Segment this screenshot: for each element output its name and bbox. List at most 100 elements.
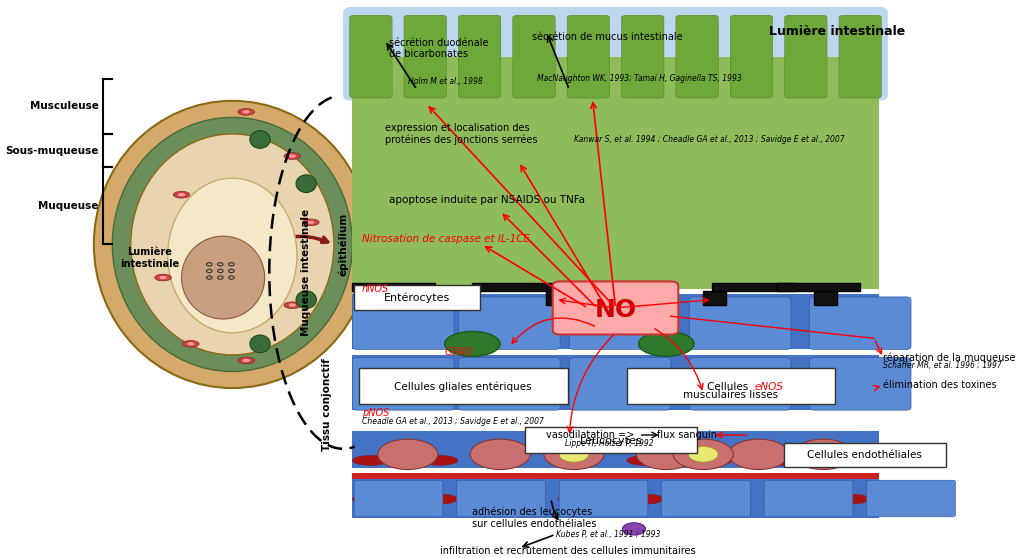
Text: Entérocytes: Entérocytes [384,293,450,303]
FancyBboxPatch shape [689,358,791,410]
Text: eNOS: eNOS [754,382,783,392]
Ellipse shape [289,155,296,158]
FancyBboxPatch shape [783,442,946,467]
Text: musculaires lisses: musculaires lisses [683,389,778,400]
Text: vasodilatation =>: vasodilatation => [546,430,635,440]
FancyBboxPatch shape [359,368,568,403]
Text: Lumière
intestinale: Lumière intestinale [120,247,179,269]
FancyBboxPatch shape [344,7,888,101]
FancyBboxPatch shape [352,473,878,490]
FancyBboxPatch shape [867,480,956,517]
Ellipse shape [296,291,317,309]
Text: Muqueuse intestinale: Muqueuse intestinale [301,209,312,335]
Ellipse shape [352,494,389,504]
FancyBboxPatch shape [352,297,454,349]
FancyBboxPatch shape [352,355,878,410]
Text: infiltration et recrutement des cellules immunitaires: infiltration et recrutement des cellules… [440,546,696,556]
Ellipse shape [833,455,869,465]
FancyBboxPatch shape [559,480,648,517]
Ellipse shape [626,455,664,465]
Text: pNOS: pNOS [361,408,389,418]
Text: Kanwar S, et al. 1994 ; Cheadle GA et al., 2013 ; Savidge E et al., 2007: Kanwar S, et al. 1994 ; Cheadle GA et al… [574,135,844,144]
FancyBboxPatch shape [352,294,878,349]
Ellipse shape [637,439,697,469]
Ellipse shape [558,494,595,504]
FancyBboxPatch shape [777,283,861,291]
Ellipse shape [622,523,646,535]
FancyBboxPatch shape [352,479,878,518]
Ellipse shape [445,331,501,357]
Text: GSNO: GSNO [445,347,474,357]
Ellipse shape [639,331,694,357]
FancyBboxPatch shape [814,291,837,305]
Ellipse shape [626,494,664,504]
Ellipse shape [833,494,869,504]
Text: Cellules gliales entériques: Cellules gliales entériques [394,382,531,392]
Ellipse shape [794,439,853,469]
Text: MacNaughton WK, 1993; Tamai H, Gaginella TS, 1993: MacNaughton WK, 1993; Tamai H, Gaginella… [537,74,742,83]
Ellipse shape [421,455,458,465]
Ellipse shape [558,455,595,465]
Ellipse shape [238,357,255,364]
FancyBboxPatch shape [352,283,436,291]
Text: Kubes P, et al., 1991 ; 1993: Kubes P, et al., 1991 ; 1993 [555,530,659,539]
Ellipse shape [112,117,352,372]
Ellipse shape [168,178,297,333]
FancyBboxPatch shape [712,283,796,291]
Ellipse shape [289,304,296,307]
Ellipse shape [131,134,334,355]
Ellipse shape [544,439,604,469]
Text: réparation de la muqueuse: réparation de la muqueuse [883,353,1015,363]
Ellipse shape [729,439,788,469]
FancyBboxPatch shape [764,480,852,517]
Ellipse shape [173,191,190,198]
FancyBboxPatch shape [546,291,570,305]
Ellipse shape [471,439,530,469]
FancyBboxPatch shape [354,285,480,310]
Text: Cellules: Cellules [707,382,754,392]
FancyBboxPatch shape [553,281,678,334]
FancyBboxPatch shape [352,56,878,288]
FancyBboxPatch shape [458,297,560,349]
Text: sécrétion duodénale
de bicarbonates: sécrétion duodénale de bicarbonates [389,37,489,59]
Text: expression et localisation des
protéines des jonctions serrées: expression et localisation des protéines… [385,123,538,145]
FancyBboxPatch shape [809,297,911,349]
Ellipse shape [182,236,264,319]
Text: Lumière intestinale: Lumière intestinale [769,25,905,39]
Ellipse shape [284,153,300,160]
Text: Tissu conjonctif: Tissu conjonctif [322,358,332,451]
Text: Lippe IT, Holzer P, 1992: Lippe IT, Holzer P, 1992 [565,439,653,448]
FancyBboxPatch shape [570,297,671,349]
FancyBboxPatch shape [458,358,560,410]
FancyBboxPatch shape [731,15,773,98]
FancyBboxPatch shape [570,358,671,410]
Ellipse shape [183,340,199,347]
FancyBboxPatch shape [513,15,555,98]
Ellipse shape [187,342,194,345]
Ellipse shape [352,455,389,465]
Text: Leucocytes: Leucocytes [580,436,642,445]
Ellipse shape [243,110,250,113]
FancyBboxPatch shape [703,291,727,305]
Text: Schäffer MR, et al. 1996 ; 1997: Schäffer MR, et al. 1996 ; 1997 [883,362,1002,371]
FancyBboxPatch shape [662,480,750,517]
Ellipse shape [764,455,801,465]
Ellipse shape [421,494,458,504]
Text: épithélium: épithélium [337,213,349,276]
FancyBboxPatch shape [592,283,676,291]
FancyBboxPatch shape [352,434,878,451]
Ellipse shape [308,220,315,224]
Text: Cellules endothéliales: Cellules endothéliales [807,450,923,460]
FancyBboxPatch shape [457,480,545,517]
Ellipse shape [284,302,300,309]
FancyBboxPatch shape [525,427,697,453]
FancyBboxPatch shape [352,358,454,410]
Ellipse shape [673,439,734,469]
FancyBboxPatch shape [458,15,501,98]
FancyBboxPatch shape [404,15,447,98]
Ellipse shape [296,175,317,193]
FancyBboxPatch shape [568,15,610,98]
FancyBboxPatch shape [784,15,827,98]
Ellipse shape [302,219,319,225]
Ellipse shape [688,446,718,462]
